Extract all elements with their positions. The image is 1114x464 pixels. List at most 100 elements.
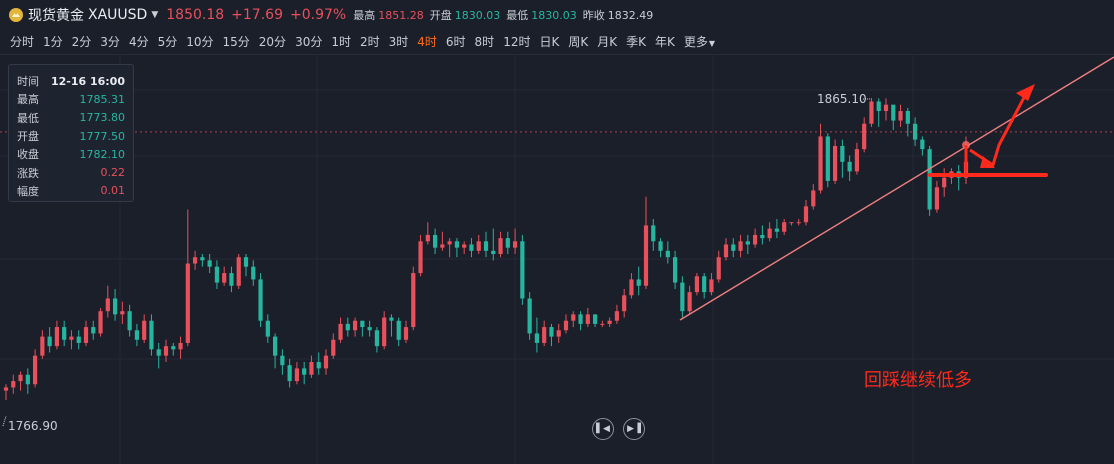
prev-close-value: 1832.49 xyxy=(607,8,654,22)
tab-timeframe-18[interactable]: 周K xyxy=(568,34,589,49)
tab-timeframe-20[interactable]: 季K xyxy=(626,34,646,49)
tab-timeframe-7[interactable]: 15分 xyxy=(222,34,250,49)
candle-body xyxy=(302,368,307,375)
info-row-open: 开盘 1777.50 xyxy=(17,127,125,145)
tab-timeframe-15[interactable]: 8时 xyxy=(474,34,495,49)
candle-body xyxy=(352,320,358,331)
info-change-label: 涨跌 xyxy=(17,166,39,180)
trendline xyxy=(679,56,1114,321)
candle xyxy=(302,362,307,385)
tab-more[interactable]: 更多▼ xyxy=(684,33,715,50)
candle-body xyxy=(694,276,700,293)
candle-body xyxy=(440,244,445,248)
candle xyxy=(862,117,867,153)
candle-body xyxy=(382,317,387,347)
instrument-symbol[interactable]: XAUUSD xyxy=(88,7,148,23)
candle xyxy=(229,266,234,293)
tab-timeframe-4[interactable]: 4分 xyxy=(128,34,149,49)
candle xyxy=(643,196,649,289)
candle xyxy=(112,288,118,321)
candle-body xyxy=(520,241,525,299)
tab-timeframe-12[interactable]: 3时 xyxy=(388,34,409,49)
candle xyxy=(25,368,30,394)
symbol-dropdown-icon[interactable]: ▼ xyxy=(151,10,159,20)
scroll-left-button[interactable]: ▌◀ xyxy=(592,418,614,440)
candle xyxy=(942,168,947,197)
candle-body xyxy=(738,241,743,251)
candle xyxy=(309,355,314,378)
arrow-head-small xyxy=(980,156,995,168)
candle xyxy=(905,107,910,137)
candle-body xyxy=(942,177,947,188)
tab-timeframe-6[interactable]: 10分 xyxy=(186,34,214,49)
high-label: 最高 xyxy=(353,9,376,22)
tab-timeframe-17[interactable]: 日K xyxy=(539,34,560,49)
skip-back-icon: ▌◀ xyxy=(596,423,610,434)
tab-timeframe-19[interactable]: 月K xyxy=(597,34,618,49)
candle xyxy=(142,314,147,343)
candle-body xyxy=(542,327,547,343)
candle-body xyxy=(760,234,765,239)
candle-body xyxy=(680,282,685,312)
tab-timeframe-10[interactable]: 1时 xyxy=(331,34,351,49)
scroll-right-button[interactable]: ▶▐ xyxy=(623,418,645,440)
candle xyxy=(32,349,38,388)
candle-body xyxy=(360,320,365,328)
candle-body xyxy=(614,311,620,321)
candle-body xyxy=(840,145,845,162)
tab-timeframe-14[interactable]: 6时 xyxy=(445,34,466,49)
candle-body xyxy=(418,241,423,274)
candle xyxy=(127,304,132,337)
candle-body xyxy=(76,336,81,343)
tab-timeframe-2[interactable]: 2分 xyxy=(71,34,92,49)
candle xyxy=(294,362,300,385)
skip-forward-icon: ▶▐ xyxy=(627,423,641,434)
candle xyxy=(185,209,190,347)
tab-timeframe-3[interactable]: 3分 xyxy=(100,34,120,49)
candle-body xyxy=(142,320,147,340)
open-value: 1830.03 xyxy=(454,8,501,22)
tab-timeframe-8[interactable]: 20分 xyxy=(258,34,287,49)
candle xyxy=(62,320,67,347)
candle-body xyxy=(585,314,590,324)
candle xyxy=(956,165,961,191)
candlestick-chart[interactable]: 1865.10 1766.90 xyxy=(0,55,1114,464)
more-caret-icon: ▼ xyxy=(708,38,716,48)
candle-body xyxy=(920,139,925,150)
candle xyxy=(498,231,503,258)
candle-body xyxy=(105,298,110,312)
candle-body xyxy=(272,336,278,356)
candle-body xyxy=(454,241,460,248)
tab-timeframe-1[interactable]: 1分 xyxy=(43,34,63,49)
candle-body xyxy=(876,101,881,112)
candle-body xyxy=(702,276,707,293)
candle xyxy=(54,320,60,350)
tab-timeframe-5[interactable]: 5分 xyxy=(157,34,178,49)
candle xyxy=(723,238,729,261)
tab-timeframe-21[interactable]: 年K xyxy=(654,34,675,49)
tab-timeframe-11[interactable]: 2时 xyxy=(359,34,380,49)
candle-body xyxy=(367,327,372,331)
candle-body xyxy=(607,320,612,324)
low-label: 最低 xyxy=(506,9,529,22)
tab-timeframe-13[interactable]: 4时 xyxy=(417,34,437,49)
tab-timeframe-9[interactable]: 30分 xyxy=(295,34,323,49)
candle-body xyxy=(316,362,321,369)
tab-timeframe-16[interactable]: 12时 xyxy=(503,34,531,49)
candle-body xyxy=(651,225,656,242)
candle-body xyxy=(389,317,394,321)
chart-grid xyxy=(0,55,1114,464)
candle-body xyxy=(222,273,227,283)
candle xyxy=(592,314,598,328)
tab-timeframe-0[interactable]: 分时 xyxy=(10,34,35,49)
candle xyxy=(556,323,561,343)
header-divider xyxy=(0,54,1114,55)
candle xyxy=(534,317,540,353)
info-high-value: 1785.31 xyxy=(79,92,126,106)
candle xyxy=(614,304,620,324)
candle xyxy=(11,374,16,394)
candle-body xyxy=(927,149,932,210)
candle xyxy=(3,384,9,401)
candle xyxy=(563,314,569,334)
info-amplitude-label: 幅度 xyxy=(17,184,39,198)
